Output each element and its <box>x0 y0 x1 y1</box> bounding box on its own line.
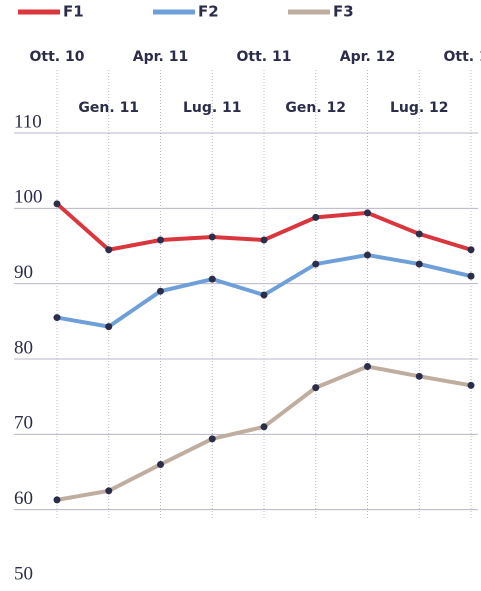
x-tick-label: Apr. 11 <box>133 49 188 65</box>
data-point <box>364 209 371 217</box>
data-point <box>467 272 475 280</box>
y-tick-label: 100 <box>14 187 43 208</box>
x-tick-label: Gen. 11 <box>78 100 139 116</box>
y-tick-label: 90 <box>14 262 33 283</box>
data-point <box>260 423 268 431</box>
data-point <box>415 230 423 238</box>
x-tick-label: Apr. 12 <box>340 49 395 65</box>
legend-label: F3 <box>333 3 354 21</box>
data-point <box>208 435 216 443</box>
data-point <box>312 260 320 268</box>
data-point <box>53 200 61 208</box>
x-tick-label: Ott. 11 <box>237 49 292 65</box>
data-point <box>260 236 268 244</box>
y-tick-label: 60 <box>14 488 33 509</box>
data-point <box>157 287 164 295</box>
data-point <box>105 487 113 495</box>
data-point <box>157 236 164 244</box>
legend-label: F2 <box>198 3 219 21</box>
y-tick-label: 70 <box>14 413 33 434</box>
data-point <box>208 233 216 241</box>
data-point <box>415 372 423 380</box>
data-point <box>467 246 475 254</box>
data-point <box>364 363 371 371</box>
legend-label: F1 <box>63 3 84 21</box>
data-point <box>53 314 61 322</box>
y-tick-label: 50 <box>14 563 33 584</box>
data-point <box>415 260 423 268</box>
data-point <box>312 384 320 392</box>
x-tick-label: Ott. 12 <box>444 49 481 65</box>
data-point <box>105 246 113 254</box>
data-point <box>157 460 164 468</box>
y-tick-label: 80 <box>14 337 33 358</box>
data-point <box>53 496 61 504</box>
data-point <box>105 323 113 331</box>
x-tick-label: Lug. 11 <box>183 100 242 116</box>
data-point <box>260 291 268 299</box>
data-point <box>364 251 371 259</box>
x-tick-label: Lug. 12 <box>390 100 449 116</box>
data-point <box>312 213 320 221</box>
x-tick-label: Ott. 10 <box>30 49 85 65</box>
data-point <box>208 275 216 283</box>
x-tick-label: Gen. 12 <box>285 100 346 116</box>
y-tick-label: 110 <box>14 111 42 132</box>
data-point <box>467 381 475 389</box>
